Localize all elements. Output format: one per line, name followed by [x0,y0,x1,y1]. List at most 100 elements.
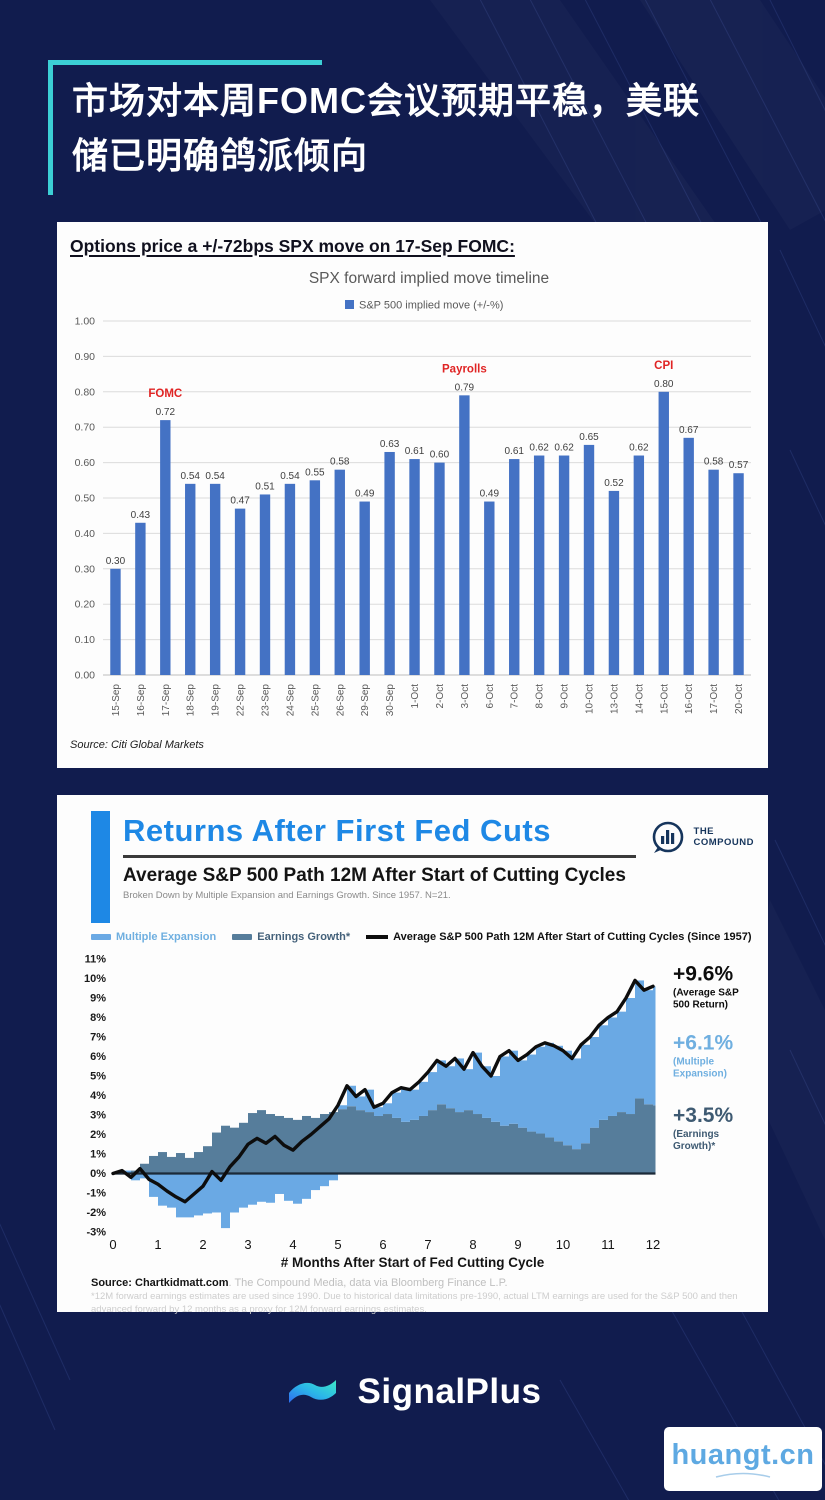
svg-text:3: 3 [244,1237,251,1252]
svg-text:0.62: 0.62 [554,443,574,454]
svg-text:10: 10 [556,1237,570,1252]
watermark-text: huangt.cn [671,1439,815,1471]
svg-text:FOMC: FOMC [148,388,182,400]
signalplus-logo-icon [288,1380,336,1403]
svg-text:+9.6%: +9.6% [673,962,733,985]
svg-text:2: 2 [199,1237,206,1252]
svg-text:9-Oct: 9-Oct [560,684,571,709]
svg-text:0: 0 [109,1237,116,1252]
svg-text:0.60: 0.60 [75,457,96,469]
svg-text:18-Sep: 18-Sep [186,684,197,717]
fed-cuts-note: Broken Down by Multiple Expansion and Ea… [123,890,451,901]
svg-text:Expansion): Expansion) [673,1069,727,1080]
svg-text:11: 11 [601,1237,615,1252]
svg-text:17-Sep: 17-Sep [161,684,172,717]
signalplus-brand: SignalPlus [0,1368,825,1416]
svg-text:SPX forward implied move timel: SPX forward implied move timeline [309,270,549,287]
svg-text:19-Sep: 19-Sep [211,684,222,717]
svg-text:9%: 9% [90,993,106,1005]
svg-text:4: 4 [289,1237,296,1252]
fed-cuts-disclaimer: *12M forward earnings estimates are used… [91,1291,738,1315]
svg-text:15-Sep: 15-Sep [111,684,122,717]
svg-text:0.57: 0.57 [729,460,749,471]
svg-text:0.47: 0.47 [230,496,250,507]
source-rest: . The Compound Media, data via Bloomberg… [228,1277,508,1289]
svg-text:16-Oct: 16-Oct [684,684,695,714]
fed-cuts-subtitle: Average S&P 500 Path 12M After Start of … [123,865,626,886]
svg-text:500 Return): 500 Return) [673,999,728,1010]
svg-text:14-Oct: 14-Oct [634,684,645,714]
watermark-badge: huangt.cn [664,1427,822,1491]
watermark-underline [715,1472,771,1478]
svg-text:0.67: 0.67 [679,425,699,436]
svg-text:16-Sep: 16-Sep [136,684,147,717]
svg-text:S&P 500 implied move (+/-%): S&P 500 implied move (+/-%) [359,300,503,312]
svg-text:0.58: 0.58 [704,457,724,468]
svg-text:0%: 0% [90,1168,106,1180]
compound-brand: THE COMPOUND [647,817,754,859]
svg-text:0.61: 0.61 [504,446,524,457]
svg-text:2-Oct: 2-Oct [435,684,446,709]
svg-text:8-Oct: 8-Oct [535,684,546,709]
page-title: 市场对本周FOMC会议预期平稳，美联 储已明确鸽派倾向 [48,60,778,183]
spx-options-panel: Options price a +/-72bps SPX move on 17-… [57,222,768,768]
legend-label-average: Average S&P 500 Path 12M After Start of … [393,931,752,943]
spx-implied-move-chart: SPX forward implied move timeline S&P 500… [75,270,751,717]
svg-text:2%: 2% [90,1129,106,1141]
title-divider [123,855,637,858]
svg-text:9: 9 [514,1237,521,1252]
svg-text:0.60: 0.60 [430,450,450,461]
svg-text:7%: 7% [90,1032,106,1044]
svg-text:Payrolls: Payrolls [442,363,487,375]
spx-panel-heading: Options price a +/-72bps SPX move on 17-… [70,236,515,256]
svg-text:-2%: -2% [86,1207,106,1219]
compound-logo-icon [652,821,683,853]
legend-multiple-expansion: Multiple Expansion [91,931,216,943]
svg-text:0.62: 0.62 [629,443,649,454]
svg-text:22-Sep: 22-Sep [236,684,247,717]
svg-text:-1%: -1% [86,1188,106,1200]
fed-cuts-panel: Returns After First Fed Cuts Average S&P… [57,795,768,1315]
legend-swatch-earnings [232,934,253,940]
legend-earnings-growth: Earnings Growth* [232,931,350,943]
svg-text:0.90: 0.90 [75,351,96,363]
svg-text:0.80: 0.80 [654,379,674,390]
svg-text:0.30: 0.30 [106,556,126,567]
svg-text:0.54: 0.54 [280,471,300,482]
svg-text:5%: 5% [90,1071,106,1083]
svg-text:24-Sep: 24-Sep [285,684,296,717]
spx-chart-source: Source: Citi Global Markets [70,739,204,751]
fed-cuts-legend: Multiple Expansion Earnings Growth* Aver… [91,931,768,943]
svg-text:0.79: 0.79 [455,382,475,393]
svg-text:-3%: -3% [86,1227,106,1239]
svg-text:6: 6 [379,1237,386,1252]
svg-text:6-Oct: 6-Oct [485,684,496,709]
headline-block: 市场对本周FOMC会议预期平稳，美联 储已明确鸽派倾向 [48,60,778,195]
svg-text:0.49: 0.49 [355,489,375,500]
svg-text:4%: 4% [90,1090,106,1102]
svg-text:8%: 8% [90,1012,106,1024]
svg-text:0.30: 0.30 [75,563,96,575]
svg-text:0.63: 0.63 [380,439,400,450]
svg-text:0.20: 0.20 [75,599,96,611]
page-title-line2: 储已明确鸽派倾向 [72,134,369,176]
svg-text:(Earnings: (Earnings [673,1129,720,1140]
svg-text:0.58: 0.58 [330,457,350,468]
svg-text:0.00: 0.00 [75,670,96,682]
svg-text:30-Sep: 30-Sep [385,684,396,717]
svg-text:0.72: 0.72 [156,407,176,418]
svg-text:0.51: 0.51 [255,481,275,492]
svg-text:29-Sep: 29-Sep [360,684,371,717]
svg-text:7: 7 [424,1237,431,1252]
fed-cuts-header: Returns After First Fed Cuts Average S&P… [57,795,768,923]
svg-text:CPI: CPI [654,360,673,372]
svg-text:0.54: 0.54 [205,471,225,482]
svg-text:0.80: 0.80 [75,386,96,398]
svg-text:0.55: 0.55 [305,467,325,478]
svg-text:7-Oct: 7-Oct [510,684,521,709]
legend-swatch-average [366,935,389,939]
svg-text:8: 8 [469,1237,476,1252]
svg-text:0.62: 0.62 [529,443,549,454]
svg-text:1: 1 [154,1237,161,1252]
signalplus-brand-text: SignalPlus [357,1372,542,1411]
